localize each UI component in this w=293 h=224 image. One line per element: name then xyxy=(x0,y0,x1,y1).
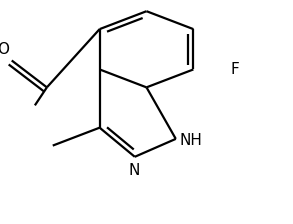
Text: O: O xyxy=(0,43,9,58)
Text: N: N xyxy=(128,163,139,178)
Text: F: F xyxy=(231,62,239,77)
Text: NH: NH xyxy=(180,133,203,148)
